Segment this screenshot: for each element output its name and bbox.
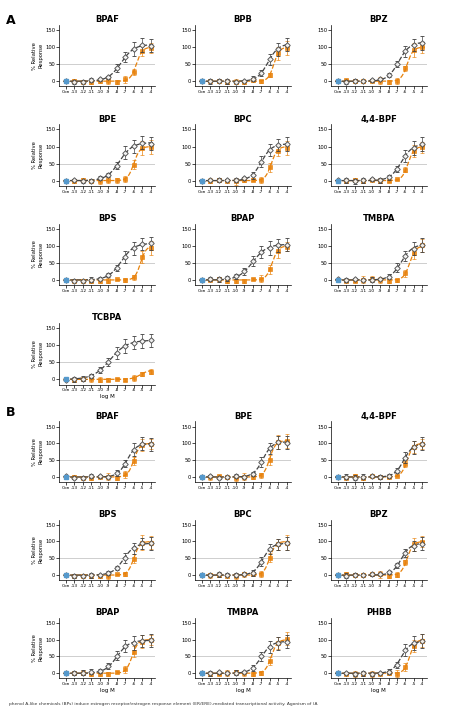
Title: BPC: BPC: [234, 510, 252, 519]
Title: BPZ: BPZ: [369, 510, 388, 519]
Title: BPAF: BPAF: [95, 412, 119, 421]
Title: BPS: BPS: [98, 214, 116, 223]
Y-axis label: % Relative
Response: % Relative Response: [32, 41, 43, 69]
Title: TMBPA: TMBPA: [363, 214, 395, 223]
Title: BPB: BPB: [234, 15, 252, 24]
Y-axis label: % Relative
Response: % Relative Response: [32, 340, 43, 368]
Title: BPE: BPE: [98, 115, 116, 124]
Title: BPZ: BPZ: [369, 15, 388, 24]
Y-axis label: % Relative
Response: % Relative Response: [32, 141, 43, 169]
X-axis label: log M: log M: [236, 688, 250, 693]
Text: A: A: [6, 14, 15, 27]
Title: BPAP: BPAP: [95, 608, 119, 617]
Text: phenol A-like chemicals (BPs) induce estrogen receptor/estrogen response element: phenol A-like chemicals (BPs) induce est…: [9, 703, 318, 706]
Y-axis label: % Relative
Response: % Relative Response: [32, 634, 43, 662]
X-axis label: log M: log M: [100, 394, 114, 399]
Title: BPS: BPS: [98, 510, 116, 519]
Y-axis label: % Relative
Response: % Relative Response: [32, 536, 43, 564]
Title: TCBPA: TCBPA: [92, 313, 122, 323]
Title: BPE: BPE: [234, 412, 252, 421]
Title: BPAP: BPAP: [231, 214, 255, 223]
X-axis label: log M: log M: [372, 688, 386, 693]
Title: TMBPA: TMBPA: [227, 608, 259, 617]
X-axis label: log M: log M: [100, 688, 114, 693]
Title: BPAF: BPAF: [95, 15, 119, 24]
Title: 4,4-BPF: 4,4-BPF: [360, 115, 397, 124]
Y-axis label: % Relative
Response: % Relative Response: [32, 438, 43, 466]
Title: 4,4-BPF: 4,4-BPF: [360, 412, 397, 421]
Y-axis label: % Relative
Response: % Relative Response: [32, 241, 43, 268]
Text: B: B: [6, 406, 15, 420]
Title: PHBB: PHBB: [366, 608, 392, 617]
Title: BPC: BPC: [234, 115, 252, 124]
